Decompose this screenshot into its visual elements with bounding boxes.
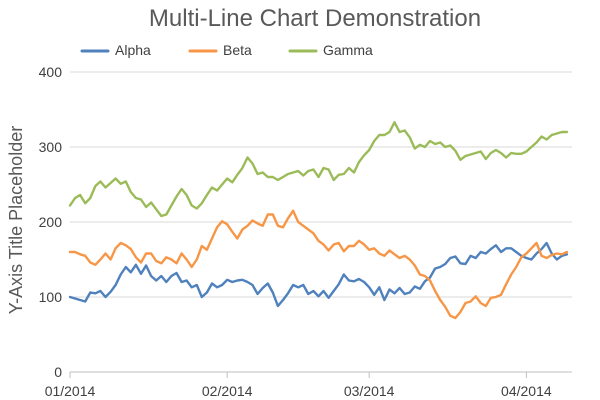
x-tick-label: 01/2014: [45, 383, 96, 399]
y-axis-ticks: 0 100 200 300 400: [39, 64, 63, 380]
legend-label-alpha: Alpha: [115, 42, 151, 58]
chart-title: Multi-Line Chart Demonstration: [149, 5, 481, 32]
legend-label-beta: Beta: [223, 42, 252, 58]
y-tick-label: 400: [39, 64, 63, 80]
y-tick-label: 0: [54, 364, 62, 380]
legend-label-gamma: Gamma: [323, 42, 373, 58]
series-line-beta: [68, 209, 569, 320]
y-tick-label: 200: [39, 214, 63, 230]
gridlines: [70, 71, 572, 298]
y-tick-label: 100: [39, 289, 63, 305]
x-tick-label: 03/2014: [344, 383, 395, 399]
x-tick-label: 04/2014: [501, 383, 552, 399]
series-lines: [68, 121, 569, 320]
y-tick-label: 300: [39, 139, 63, 155]
y-axis-title: Y-Axis Title Placeholder: [6, 126, 26, 314]
series-line-gamma: [68, 121, 569, 218]
series-line-alpha: [68, 241, 569, 308]
legend: Alpha Beta Gamma: [80, 42, 373, 58]
x-axis: 01/2014 02/2014 03/2014 04/2014: [45, 371, 572, 399]
x-tick-label: 02/2014: [202, 383, 253, 399]
